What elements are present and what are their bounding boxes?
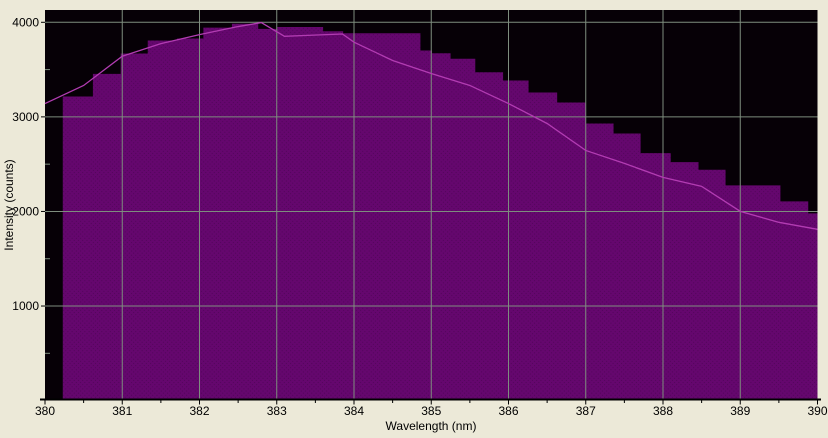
y-tick-label: 1000: [12, 299, 39, 313]
x-tick-label: 388: [653, 404, 673, 418]
x-tick-label: 386: [498, 404, 518, 418]
y-tick-label: 2000: [12, 204, 39, 218]
x-tick-label: 387: [576, 404, 596, 418]
x-tick-label: 384: [344, 404, 364, 418]
x-tick-label: 385: [421, 404, 441, 418]
x-tick-label: 390: [807, 404, 827, 418]
x-tick-label: 380: [35, 404, 55, 418]
y-tick-label: 4000: [12, 15, 39, 29]
spectrum-line: [44, 21, 818, 230]
x-tick-label: 382: [189, 404, 209, 418]
x-axis-title: Wavelength (nm): [385, 419, 477, 433]
x-tick-label: 389: [730, 404, 750, 418]
x-tick-label: 381: [112, 404, 132, 418]
x-tick-label: 383: [267, 404, 287, 418]
y-tick-label: 3000: [12, 110, 39, 124]
y-axis-title: Intensity (counts): [2, 159, 16, 251]
